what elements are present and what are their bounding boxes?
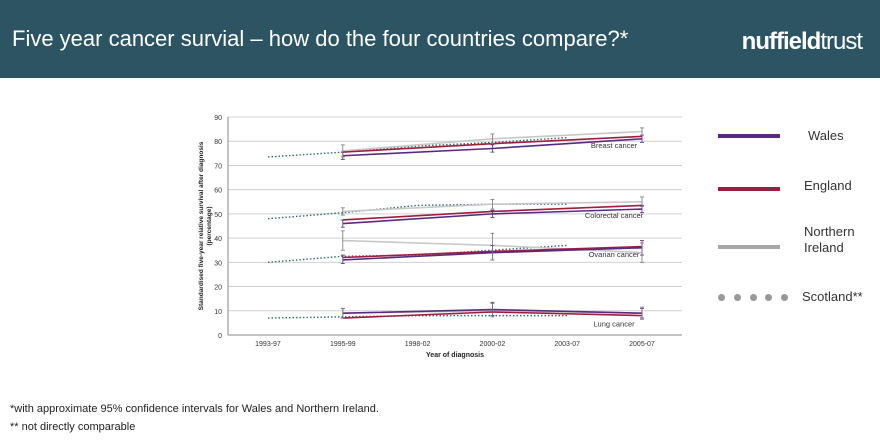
x-tick-label: 1995-99	[330, 341, 356, 348]
series-group-label-ovarian-cancer: Ovarian cancer	[589, 250, 640, 259]
y-tick-label: 20	[214, 285, 222, 292]
y-tick-label: 70	[214, 163, 222, 170]
legend-label-northern-ireland: Northern Ireland	[804, 224, 855, 255]
footnote-not-comparable: ** not directly comparable	[10, 421, 136, 433]
y-tick-label: 40	[214, 236, 222, 243]
chart-series	[267, 127, 644, 320]
legend-label-scotland: Scotland**	[802, 289, 863, 304]
y-axis-title: Standardised five-year relative survival…	[198, 141, 213, 310]
series-group-label-breast-cancer: Breast cancer	[591, 141, 638, 150]
logo-light-text: trust	[820, 28, 863, 55]
chart-axes: 0 10 20 30 40 50 60 70 80 90 1993-97 1995-99 1998-02…	[198, 115, 682, 359]
y-tick-label: 30	[214, 260, 222, 267]
logo-bold-text: nuffield	[741, 28, 822, 55]
y-tick-label: 80	[214, 139, 222, 146]
legend-label-wales: Wales	[808, 128, 844, 143]
x-axis-title: Year of diagnosis	[426, 352, 484, 359]
x-tick-label: 1993-97	[255, 341, 281, 348]
x-tick-label: 2003-07	[554, 341, 580, 348]
series-line-scotland-lung-cancer	[267, 314, 568, 319]
x-tick-label: 1998-02	[405, 341, 431, 348]
legend-swatch-scotland	[718, 294, 788, 302]
y-tick-label: 90	[214, 115, 222, 122]
nuffield-trust-logo: nuffieldtrust	[741, 28, 863, 56]
legend-swatch-northern-ireland	[718, 245, 780, 249]
series-group-label-colorectal-cancer: Colorectal cancer	[585, 211, 644, 220]
header-bar: Five year cancer survial – how do the fo…	[0, 0, 880, 78]
series-line-scotland-colorectal-cancer	[267, 203, 568, 220]
chart-legend: Wales England Northern Ireland Scotland*…	[718, 118, 878, 318]
y-tick-label: 50	[214, 212, 222, 219]
legend-swatch-wales	[718, 134, 780, 138]
y-tick-label: 0	[218, 333, 222, 340]
x-tick-label: 2000-02	[480, 341, 506, 348]
y-tick-label: 60	[214, 188, 222, 195]
series-line-scotland-breast-cancer	[267, 136, 568, 158]
legend-item-northern-ireland: Northern Ireland	[718, 222, 878, 270]
legend-item-scotland: Scotland**	[718, 286, 878, 326]
legend-item-england: England	[718, 176, 878, 216]
series-group-label-lung-cancer: Lung cancer	[593, 320, 635, 329]
x-tick-label: 2005-07	[629, 341, 655, 348]
page-title: Five year cancer survial – how do the fo…	[12, 26, 629, 51]
footnote-confidence-intervals: *with approximate 95% confidence interva…	[10, 403, 379, 415]
legend-label-england: England	[804, 178, 852, 193]
legend-item-wales: Wales	[718, 118, 878, 158]
y-tick-label: 10	[214, 309, 222, 316]
series-line-scotland-ovarian-cancer	[267, 244, 568, 264]
chart-labels: Breast cancer Colorectal cancer Ovarian ca…	[585, 141, 644, 329]
legend-swatch-england	[718, 187, 780, 191]
